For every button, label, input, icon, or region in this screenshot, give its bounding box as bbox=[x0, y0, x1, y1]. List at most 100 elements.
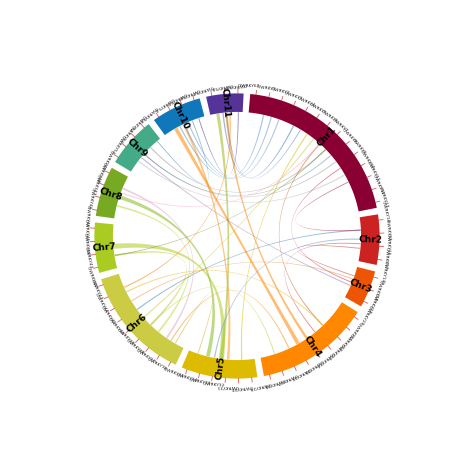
Polygon shape bbox=[297, 245, 360, 277]
Text: ClWRKY26: ClWRKY26 bbox=[290, 366, 311, 380]
Text: ClWRKY9: ClWRKY9 bbox=[351, 138, 366, 155]
Text: ClWRKY22: ClWRKY22 bbox=[337, 331, 354, 351]
Text: ClWRKY43: ClWRKY43 bbox=[83, 247, 92, 270]
Text: ClWRKY29: ClWRKY29 bbox=[249, 380, 272, 389]
Polygon shape bbox=[279, 143, 323, 326]
Text: ClWRKY10: ClWRKY10 bbox=[359, 149, 375, 169]
Text: ClWRKY44: ClWRKY44 bbox=[86, 266, 98, 288]
Text: ClWRKY53: ClWRKY53 bbox=[138, 106, 157, 123]
Text: ClWRKY46: ClWRKY46 bbox=[85, 205, 90, 228]
Polygon shape bbox=[137, 229, 361, 310]
Text: ClWRKY14b: ClWRKY14b bbox=[379, 260, 387, 286]
Polygon shape bbox=[187, 119, 280, 178]
Text: ClWRKY6: ClWRKY6 bbox=[320, 110, 338, 124]
Polygon shape bbox=[131, 261, 353, 301]
Polygon shape bbox=[121, 143, 320, 207]
Text: ClWRKY19: ClWRKY19 bbox=[366, 292, 378, 314]
Text: ClWRKY25: ClWRKY25 bbox=[302, 359, 323, 375]
Text: ClWRKY42: ClWRKY42 bbox=[94, 292, 109, 313]
Polygon shape bbox=[119, 195, 215, 357]
Text: Chr5: Chr5 bbox=[214, 356, 226, 381]
Polygon shape bbox=[115, 124, 161, 172]
Polygon shape bbox=[117, 205, 190, 332]
Polygon shape bbox=[126, 270, 323, 326]
Polygon shape bbox=[175, 292, 213, 354]
Text: ClWRKY5: ClWRKY5 bbox=[309, 102, 328, 115]
Polygon shape bbox=[183, 117, 272, 178]
Text: ClWRKY7: ClWRKY7 bbox=[331, 118, 349, 134]
Text: Chr1: Chr1 bbox=[315, 125, 337, 149]
Polygon shape bbox=[292, 168, 352, 283]
Polygon shape bbox=[115, 251, 187, 326]
Text: ClWRKY4: ClWRKY4 bbox=[296, 96, 316, 108]
Polygon shape bbox=[216, 113, 229, 359]
Text: ClWRKY34: ClWRKY34 bbox=[175, 373, 198, 383]
Text: ClWRKY1: ClWRKY1 bbox=[257, 85, 277, 92]
Polygon shape bbox=[174, 127, 300, 345]
Polygon shape bbox=[358, 213, 380, 266]
Text: ClWRKY13: ClWRKY13 bbox=[377, 186, 388, 209]
Text: ClWRKY56: ClWRKY56 bbox=[178, 87, 201, 99]
Polygon shape bbox=[181, 350, 258, 379]
Polygon shape bbox=[226, 113, 301, 179]
Polygon shape bbox=[144, 153, 337, 197]
Text: ClWRKY47: ClWRKY47 bbox=[90, 173, 100, 196]
Text: ClWRKY31: ClWRKY31 bbox=[216, 384, 239, 389]
Text: ClWRKY48: ClWRKY48 bbox=[95, 160, 106, 183]
Text: Chr3: Chr3 bbox=[348, 277, 374, 295]
Polygon shape bbox=[150, 147, 326, 193]
Text: Chr7: Chr7 bbox=[92, 242, 117, 253]
Polygon shape bbox=[225, 112, 308, 339]
Polygon shape bbox=[222, 113, 294, 178]
Text: Chr8: Chr8 bbox=[98, 186, 123, 202]
Text: Chr11: Chr11 bbox=[220, 88, 231, 118]
Text: ClWRKY11: ClWRKY11 bbox=[366, 161, 381, 182]
Text: ClWRKY28: ClWRKY28 bbox=[263, 377, 285, 388]
Text: ClWRKY40: ClWRKY40 bbox=[108, 317, 125, 336]
Text: ClWRKY27: ClWRKY27 bbox=[276, 372, 299, 385]
Text: ClWRKY23: ClWRKY23 bbox=[326, 341, 345, 360]
Text: ClWRKY36: ClWRKY36 bbox=[146, 357, 168, 371]
Text: ClWRKY30: ClWRKY30 bbox=[230, 384, 253, 390]
Text: ClWRKY59: ClWRKY59 bbox=[224, 82, 246, 88]
Text: ClWRKY49: ClWRKY49 bbox=[100, 149, 114, 170]
Polygon shape bbox=[205, 93, 245, 115]
Text: ClWRKY38: ClWRKY38 bbox=[125, 338, 145, 355]
Polygon shape bbox=[94, 222, 118, 274]
Polygon shape bbox=[144, 154, 331, 195]
Text: Chr10: Chr10 bbox=[169, 100, 190, 131]
Text: ClWRKY14: ClWRKY14 bbox=[381, 200, 391, 223]
Text: ClWRKY18: ClWRKY18 bbox=[373, 278, 383, 301]
Text: ClWRKY58: ClWRKY58 bbox=[210, 82, 233, 90]
Text: ClWRKY2: ClWRKY2 bbox=[270, 87, 290, 96]
Polygon shape bbox=[296, 182, 361, 231]
Polygon shape bbox=[345, 266, 375, 307]
Text: Chr9: Chr9 bbox=[125, 136, 149, 159]
Polygon shape bbox=[141, 157, 351, 286]
Text: ClWRKY51: ClWRKY51 bbox=[118, 123, 136, 143]
Text: ClWRKY32: ClWRKY32 bbox=[202, 382, 225, 388]
Text: ClWRKY35: ClWRKY35 bbox=[163, 367, 185, 379]
Text: ClWRKY21: ClWRKY21 bbox=[346, 320, 363, 341]
Text: ClWRKY52: ClWRKY52 bbox=[128, 114, 146, 133]
Text: Chr4: Chr4 bbox=[302, 334, 323, 359]
Text: ClWRKY33: ClWRKY33 bbox=[189, 379, 211, 386]
Polygon shape bbox=[115, 149, 326, 256]
Text: ClWRKY44: ClWRKY44 bbox=[83, 233, 90, 256]
Polygon shape bbox=[96, 167, 128, 219]
Text: ClWRKY57: ClWRKY57 bbox=[191, 84, 214, 94]
Text: ClWRKY8: ClWRKY8 bbox=[341, 127, 358, 144]
Text: ClWRKY20: ClWRKY20 bbox=[359, 304, 373, 326]
Polygon shape bbox=[122, 187, 194, 338]
Text: ClWRKY55: ClWRKY55 bbox=[165, 91, 187, 105]
Polygon shape bbox=[157, 120, 209, 184]
Polygon shape bbox=[285, 243, 361, 332]
Polygon shape bbox=[241, 134, 308, 360]
Polygon shape bbox=[182, 124, 230, 360]
Text: ClWRKY37: ClWRKY37 bbox=[135, 348, 156, 364]
Text: ClWRKY3: ClWRKY3 bbox=[283, 91, 303, 101]
Text: ClWRKY24: ClWRKY24 bbox=[314, 350, 334, 368]
Polygon shape bbox=[124, 112, 231, 288]
Text: ClWRKY43: ClWRKY43 bbox=[90, 279, 103, 301]
Text: ClWRKY50: ClWRKY50 bbox=[110, 133, 126, 154]
